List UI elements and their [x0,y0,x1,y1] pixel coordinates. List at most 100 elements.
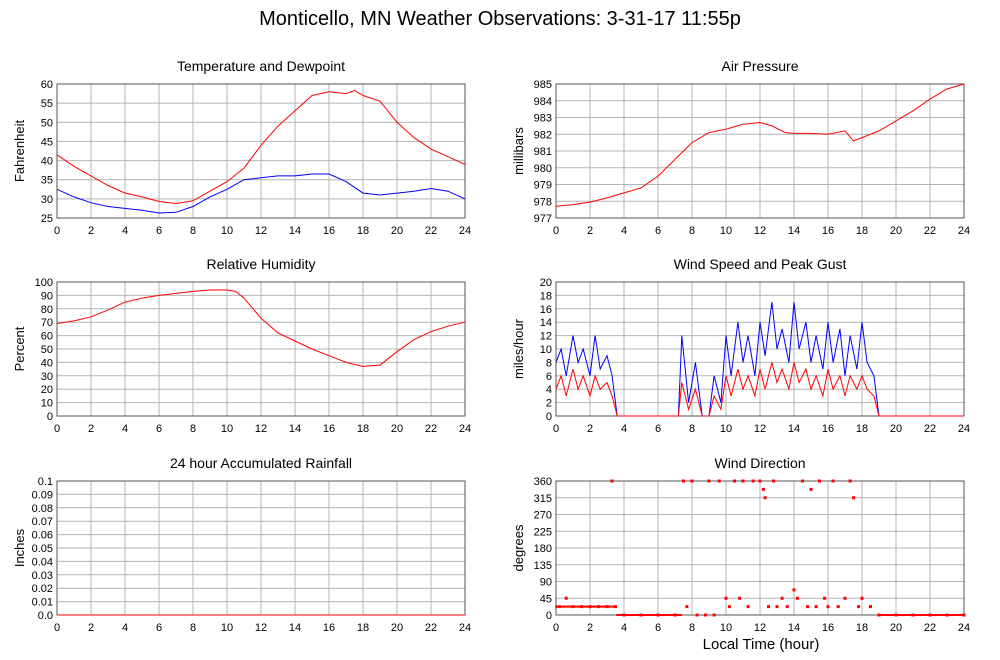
data-point [680,614,683,616]
x-tick-label: 2 [88,622,94,634]
data-point [655,614,658,616]
data-point [940,614,943,616]
data-point [559,605,562,608]
data-point [620,614,623,616]
plot-frame [555,281,965,417]
data-point [560,605,563,608]
x-tick-label: 18 [856,423,868,435]
y-tick-label: 983 [534,113,552,125]
data-point [733,479,736,483]
y-tick-label: 12 [540,331,552,343]
x-tick-label: 2 [587,225,593,237]
x-tick-label: 6 [156,225,162,237]
y-tick-label: 0.07 [32,516,53,528]
chart-humidity: Relative Humidity01020304050607080901000… [12,256,471,435]
data-point [937,614,940,616]
data-point [648,614,651,616]
data-point [775,605,779,609]
data-point [685,605,689,609]
data-point [806,605,810,609]
data-point [670,614,673,616]
data-point [652,614,655,616]
y-tick-label: 0.0 [38,610,53,622]
data-point [909,614,912,616]
y-tick-label: 315 [534,493,552,505]
data-point [823,596,827,600]
y-tick-label: 0 [546,610,552,622]
y-tick-label: 985 [534,79,552,91]
data-point [602,605,605,608]
data-point [895,614,898,616]
data-point [962,614,965,616]
series-line [555,302,964,417]
data-point [666,614,669,616]
y-tick-label: 270 [534,510,552,522]
x-tick-label: 22 [924,225,936,237]
data-point [792,588,796,592]
data-point [564,605,567,608]
x-tick-label: 12 [255,622,267,634]
data-point [597,605,600,608]
data-point [959,614,962,616]
data-point [667,614,670,616]
data-point [623,614,625,616]
x-tick-label: 0 [54,423,60,435]
data-point [924,614,927,616]
data-point [888,614,891,616]
x-tick-label: 4 [122,225,128,237]
y-tick-label: 0.04 [32,556,53,568]
data-point [557,605,560,608]
data-point [567,605,570,608]
y-tick-label: 2 [546,398,552,410]
y-tick-label: 100 [35,277,53,289]
data-point [741,479,745,483]
chart-title: Air Pressure [721,58,798,74]
data-point [564,596,568,600]
y-tick-label: 4 [546,384,552,396]
y-tick-label: 0 [47,411,53,423]
x-tick-label: 12 [255,225,267,237]
y-tick-label: 40 [41,357,53,369]
data-point [717,479,721,483]
y-tick-label: 25 [41,213,53,225]
data-point [586,605,589,608]
data-point [852,496,855,500]
data-point [955,614,958,616]
data-point [836,605,840,609]
data-point [579,605,582,608]
data-point [921,614,924,616]
data-point [624,614,627,616]
data-point [818,479,821,483]
y-tick-label: 30 [41,371,53,383]
data-point [591,605,594,608]
data-point [631,614,634,616]
data-point [704,613,708,617]
data-point [637,614,640,616]
y-tick-label: 981 [534,146,552,158]
x-tick-label: 2 [88,225,94,237]
x-tick-label: 24 [459,622,471,634]
data-point [616,614,619,616]
data-point [574,605,577,608]
data-point [920,614,923,616]
x-tick-label: 14 [788,423,800,435]
y-tick-label: 70 [41,317,53,329]
chart-rainfall: 24 hour Accumulated Rainfall0.00.010.020… [12,455,471,634]
data-point [926,614,929,616]
data-point [809,487,813,491]
data-point [555,605,557,608]
data-point [635,614,638,616]
data-point [906,614,909,616]
y-tick-label: 978 [534,196,552,208]
data-point [916,614,919,616]
data-point [632,614,635,616]
data-point [785,605,789,609]
data-point [948,614,951,616]
data-point [556,605,559,608]
data-point [563,605,566,608]
data-point [658,614,661,616]
x-tick-label: 12 [255,423,267,435]
data-point [690,479,694,483]
x-tick-label: 16 [822,225,834,237]
data-point [599,605,602,608]
